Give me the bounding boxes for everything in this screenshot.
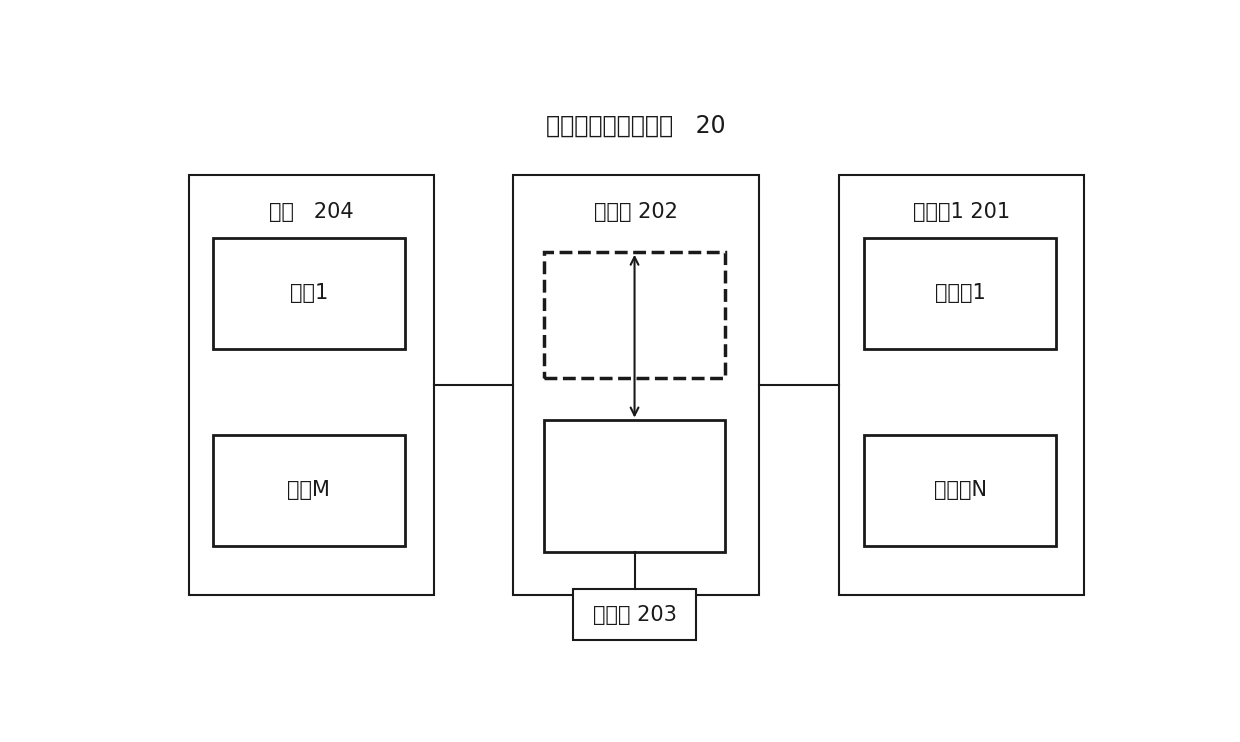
Bar: [213, 435, 404, 546]
Text: 收板符1 201: 收板符1 201: [913, 202, 1011, 222]
Bar: [544, 421, 725, 552]
Text: 工位1: 工位1: [290, 283, 327, 303]
Text: 收板符1: 收板符1: [935, 283, 986, 303]
Bar: [864, 435, 1056, 546]
Text: 工位M: 工位M: [288, 480, 330, 500]
Text: 被测板流向控制装置   20: 被测板流向控制装置 20: [546, 114, 725, 138]
Text: 控制器 203: 控制器 203: [593, 605, 677, 625]
Bar: [188, 174, 434, 594]
Bar: [864, 237, 1056, 349]
Text: 工位   204: 工位 204: [269, 202, 353, 222]
Bar: [544, 252, 725, 378]
Bar: [513, 174, 759, 594]
Text: 移载机 202: 移载机 202: [594, 202, 678, 222]
Text: 收板符N: 收板符N: [934, 480, 987, 500]
Bar: [573, 589, 696, 640]
Bar: [839, 174, 1084, 594]
Bar: [213, 237, 404, 349]
